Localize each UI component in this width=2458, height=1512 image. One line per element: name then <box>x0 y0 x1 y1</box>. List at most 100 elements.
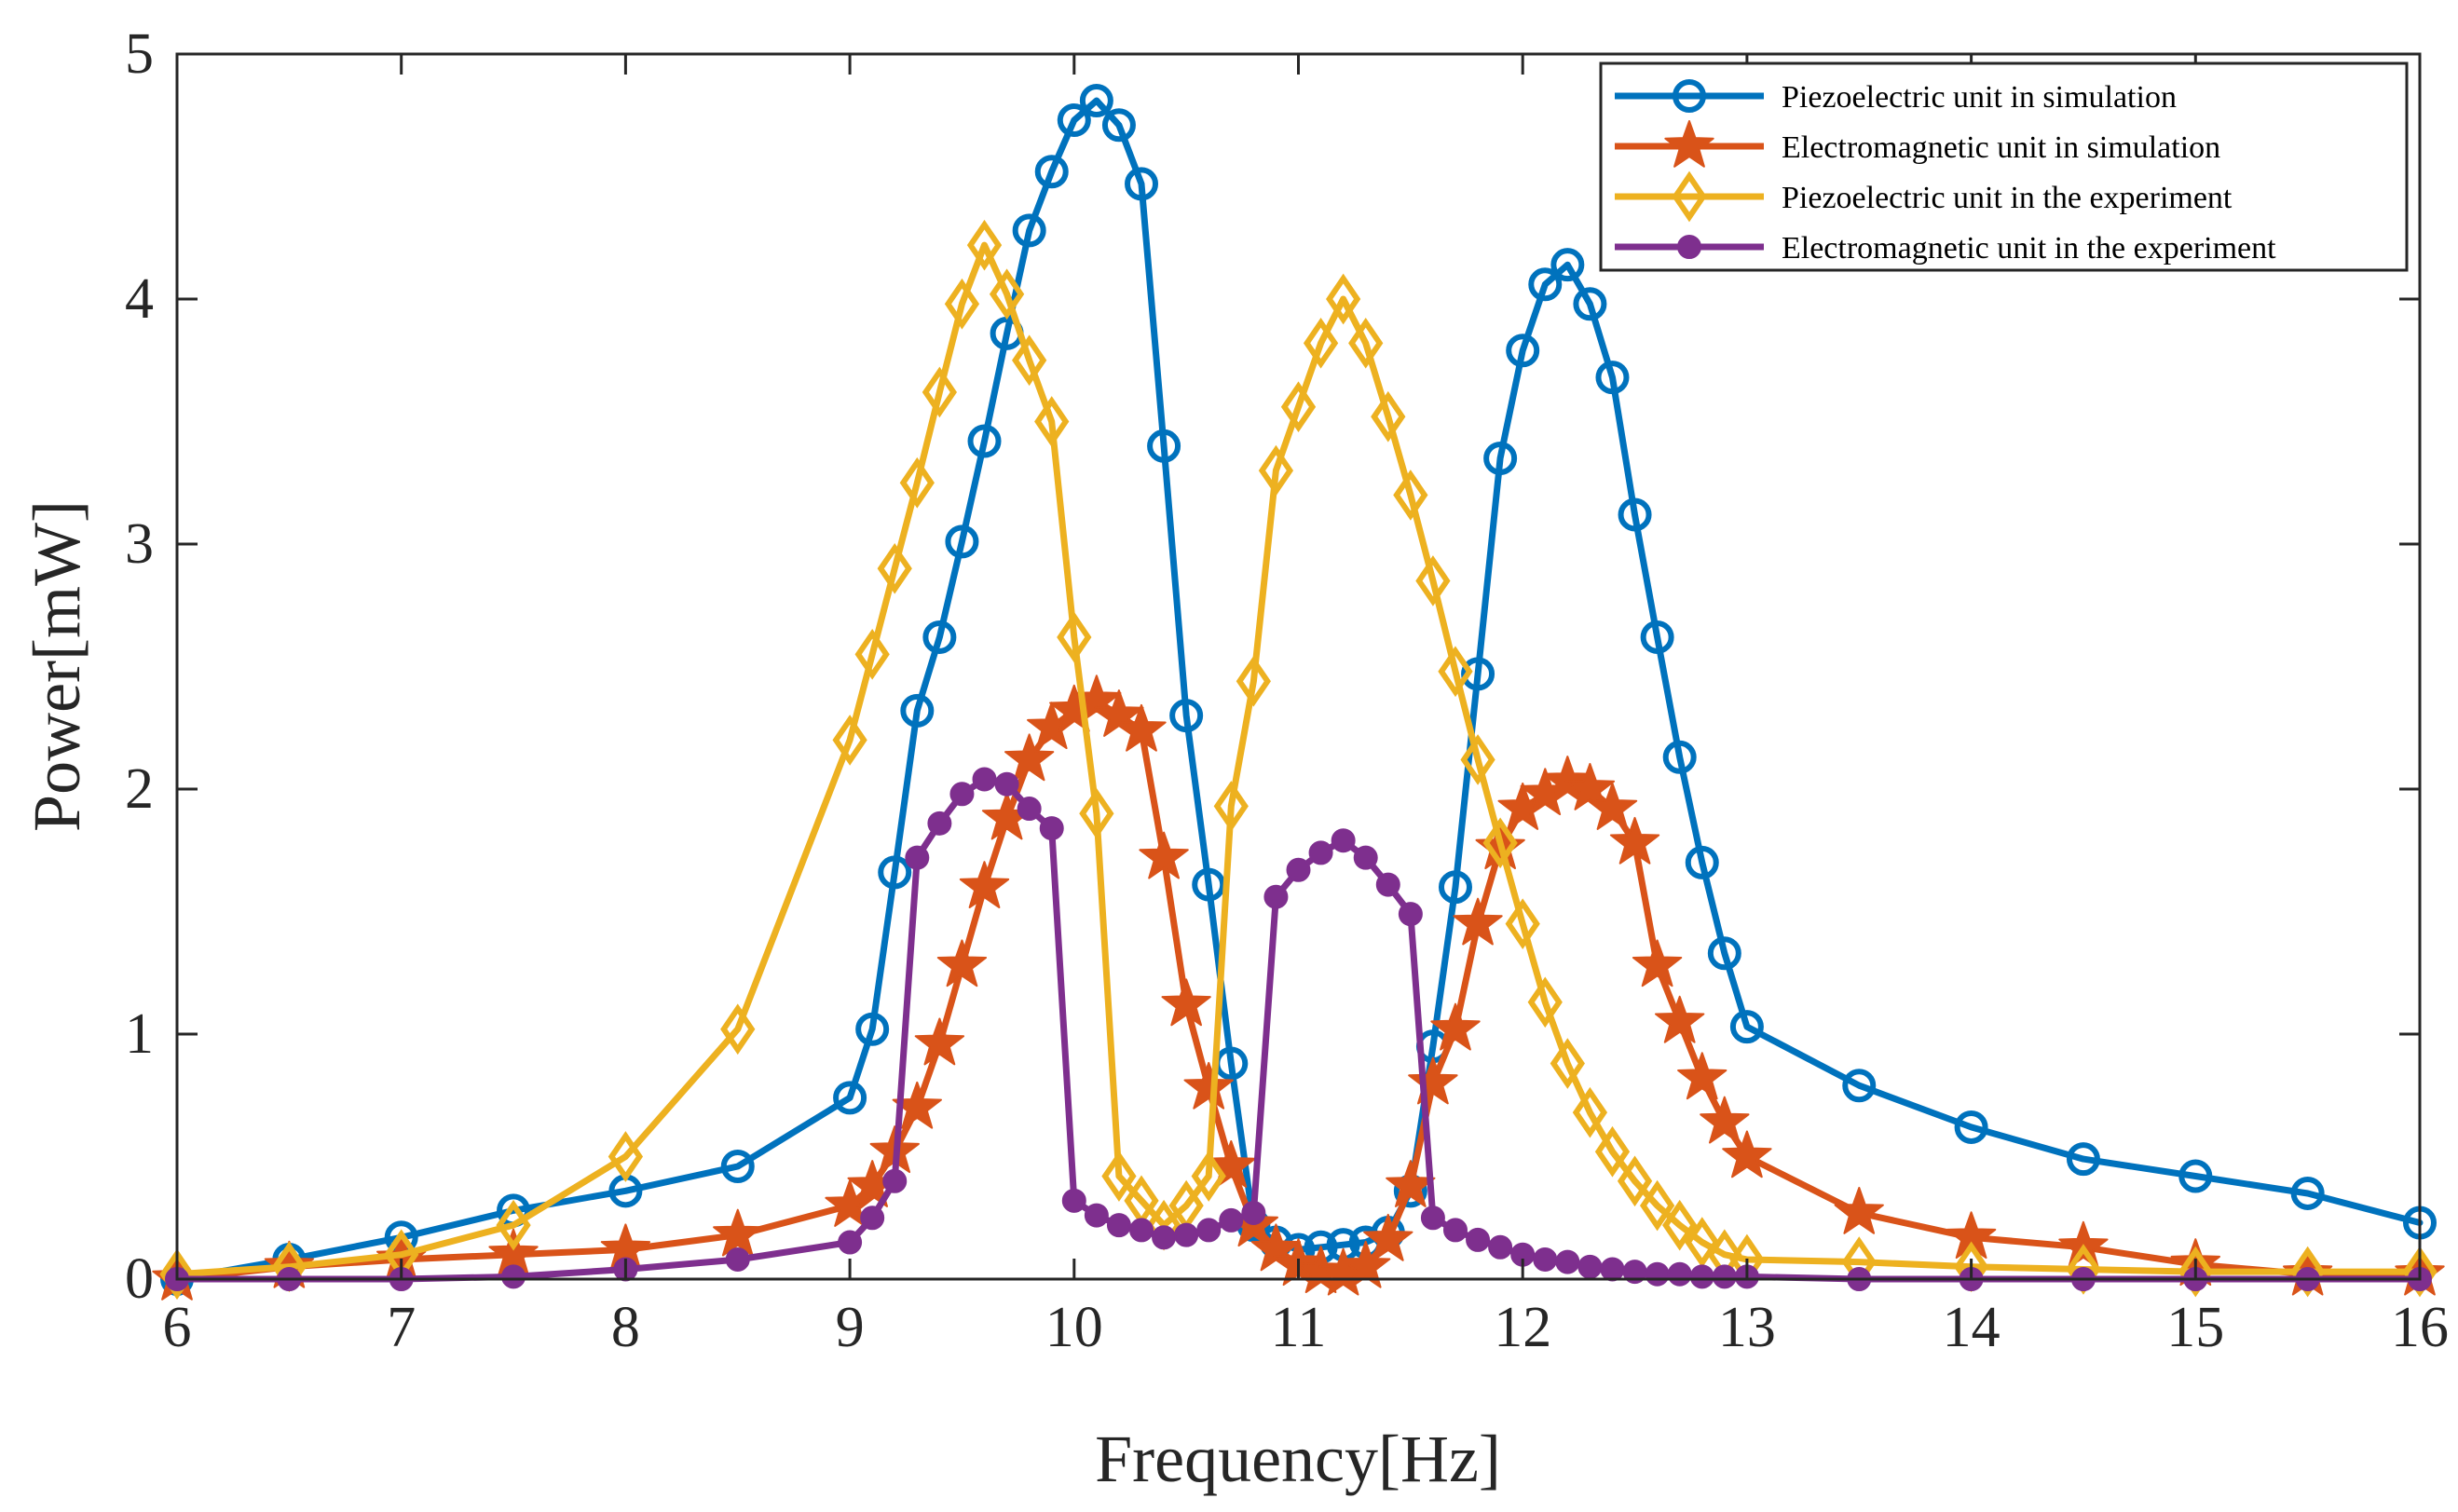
data-point <box>1191 1151 1226 1202</box>
data-point <box>1286 857 1311 882</box>
data-point <box>1183 1061 1234 1110</box>
data-point <box>1667 1261 1692 1287</box>
data-point <box>1375 872 1400 897</box>
data-point <box>1954 1110 1988 1144</box>
data-point <box>1331 828 1356 853</box>
data-point <box>1655 995 1705 1043</box>
data-point <box>1527 976 1563 1028</box>
data-point <box>608 1131 644 1182</box>
data-point <box>496 1199 531 1251</box>
data-point <box>949 782 975 807</box>
data-point <box>2290 1246 2326 1298</box>
data-point <box>914 1017 965 1066</box>
data-point <box>1139 831 1189 879</box>
data-point <box>945 524 979 559</box>
data-point <box>989 268 1025 320</box>
data-point <box>972 767 997 792</box>
data-point <box>1505 898 1540 949</box>
data-point <box>1057 611 1092 663</box>
x-tick-label: 6 <box>163 1296 192 1359</box>
data-point <box>1528 267 1563 302</box>
data-point <box>159 1248 195 1301</box>
y-axis-label: Power[mW] <box>20 500 94 832</box>
data-point <box>1594 1125 1631 1178</box>
y-tick-label: 4 <box>125 267 154 331</box>
data-point <box>832 715 867 766</box>
data-point <box>1662 1199 1698 1251</box>
data-point <box>1196 1218 1222 1243</box>
data-point <box>1398 902 1423 927</box>
data-point <box>900 693 935 728</box>
data-point <box>967 424 1002 458</box>
data-point <box>882 1168 908 1193</box>
data-point <box>1341 1240 1391 1288</box>
data-point <box>1094 689 1144 737</box>
data-point <box>1689 1264 1714 1289</box>
data-point <box>899 456 935 509</box>
data-point <box>1662 740 1697 774</box>
data-point <box>1161 978 1211 1027</box>
legend[interactable]: Piezoelectric unit in simulation Electrom… <box>1599 61 2409 272</box>
legend-items: Piezoelectric unit in simulation Electrom… <box>1615 79 2276 266</box>
data-point <box>1632 939 1683 988</box>
data-point <box>725 1246 750 1272</box>
data-point <box>922 366 958 418</box>
data-point <box>1438 870 1472 905</box>
data-point <box>1506 334 1540 368</box>
data-point <box>1438 646 1473 698</box>
data-point <box>1393 470 1428 521</box>
data-point <box>877 542 912 594</box>
data-point <box>2402 1246 2438 1298</box>
x-tick-label: 12 <box>1494 1296 1551 1359</box>
legend-label: Piezoelectric unit in the experiment <box>1782 181 2233 215</box>
data-point <box>1729 1010 1764 1044</box>
data-point <box>1453 897 1503 946</box>
legend-item: Piezoelectric unit in simulation <box>1615 79 2177 115</box>
y-tick-label: 2 <box>125 757 154 821</box>
data-point <box>1057 103 1091 138</box>
data-point <box>1483 441 1518 475</box>
legend-item: Piezoelectric unit in the experiment <box>1615 170 2233 223</box>
x-tick-label: 13 <box>1718 1296 1776 1359</box>
data-point <box>1280 381 1317 433</box>
legend-marker <box>1673 79 1706 113</box>
data-point <box>1420 1206 1445 1231</box>
data-point <box>1587 783 1638 830</box>
data-point <box>1722 1130 1772 1178</box>
data-point <box>838 1230 863 1255</box>
data-point <box>1842 1069 1877 1103</box>
data-point <box>1600 1257 1625 1282</box>
data-point <box>854 629 890 680</box>
data-point <box>1609 816 1660 865</box>
data-point <box>927 810 952 836</box>
data-point <box>1618 497 1652 532</box>
data-point <box>1461 657 1495 691</box>
data-point <box>1640 620 1674 654</box>
data-point <box>1303 318 1339 369</box>
data-point <box>1363 1213 1413 1261</box>
x-tick-label: 11 <box>1271 1296 1327 1359</box>
data-point <box>1573 287 1607 321</box>
data-point <box>959 861 1010 908</box>
data-point <box>720 1150 755 1184</box>
data-point <box>1326 273 1361 325</box>
data-point <box>1174 1222 1199 1247</box>
data-point <box>936 939 988 988</box>
data-point <box>944 278 980 330</box>
data-point <box>860 1206 885 1231</box>
data-point <box>1595 361 1630 395</box>
data-point <box>1348 318 1384 369</box>
data-point <box>1061 1188 1086 1213</box>
data-point <box>1039 816 1064 841</box>
data-point <box>2178 1159 2213 1193</box>
data-point <box>501 1264 526 1289</box>
data-point <box>1308 840 1333 865</box>
y-tick-label: 3 <box>125 512 154 576</box>
data-point <box>855 1012 890 1046</box>
data-point <box>1017 797 1042 822</box>
data-point <box>1236 655 1271 707</box>
legend-item: Electromagnetic unit in simulation <box>1615 120 2220 168</box>
series-layer <box>152 83 2445 1301</box>
